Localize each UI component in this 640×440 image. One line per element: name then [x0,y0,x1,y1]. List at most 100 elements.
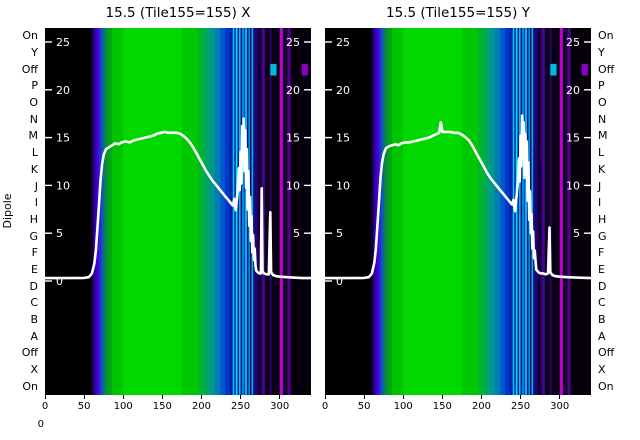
y-tick-label-right: 10 [566,179,580,192]
heatmap-stripe [517,28,520,395]
heatmap-stripe [381,28,385,395]
heatmap-stripe [253,28,256,395]
heatmap-stripe [251,28,254,395]
x-tick-label: 250 [231,401,251,412]
heatmap-stripe [271,28,281,395]
heatmap-stripe [242,28,245,395]
y-tick-label-left: 20 [336,84,350,97]
heatmap-stripes [45,28,311,395]
dipole-tick-label: L [598,146,605,160]
dipole-tick-label: D [598,279,607,293]
heatmap-stripe [264,28,270,395]
dipole-tick-label: P [598,79,605,93]
heatmap-stripe [287,28,292,395]
heatmap-stripe [90,28,94,395]
heatmap-stripe [232,28,235,395]
dipole-tick-label: E [31,262,38,276]
heatmap-stripe [229,28,234,395]
heatmap-stripe [282,28,288,395]
x-tick-label: 250 [511,401,531,412]
heatmap-stripe [522,28,525,395]
heatmap-stripe [98,28,102,395]
heatmap-stripe [549,28,553,395]
heatmap-stripe [537,28,543,395]
y-tick-label-left: 20 [56,84,70,97]
y-tick-labels: 25 20 15 10 5 0 25 20 15 10 5 [45,36,311,288]
heatmap-stripe [209,28,216,395]
heatmap-stripe [373,28,377,395]
corner-zero-label: 0 [37,419,44,430]
heatmap-stripe [519,28,521,395]
x-tick-label: 100 [113,401,133,412]
dipole-tick-label: K [30,162,38,176]
x-tick-mark [44,395,46,399]
dipole-tick-label: O [598,96,607,110]
dipole-tick-label: G [29,229,38,243]
heatmap-stripe [461,28,478,395]
heatmap-stripe [240,28,243,395]
x-tick-mark [122,395,124,399]
y-tick-label-right: 5 [573,227,580,240]
dipole-tick-label: I [34,196,38,210]
heatmap-stripe [214,28,221,395]
x-tick-mark [363,395,365,399]
y-tick-label-right: 15 [286,132,300,145]
y-tick-label-left: 5 [336,227,343,240]
dipole-tick-label: On [22,29,38,43]
dipole-tick-label: J [598,179,602,193]
dipole-tick-label: I [598,196,602,210]
heatmap-panel-x: 25 20 15 10 5 0 25 20 15 10 5 [45,28,311,395]
y-tick-label-left: 10 [336,179,350,192]
x-tick-label: 100 [393,401,413,412]
dipole-tick-label: Off [598,62,615,76]
dipole-tick-label: On [598,379,614,393]
off-row-mark [550,63,557,76]
dipole-tick-label: N [598,112,607,126]
heatmap-stripe [541,28,546,395]
heatmap-stripe [544,28,550,395]
heatmap-stripe [525,28,528,395]
response-curve [325,114,591,280]
x-tick-mark [480,395,482,399]
heatmap-stripe [325,28,371,395]
heatmap-stripe [290,28,311,395]
heatmap-stripe [483,28,490,395]
dipole-tick-label: K [598,162,606,176]
y-tick-label-right: 10 [286,179,300,192]
y-tick-label-right: 5 [293,227,300,240]
heatmap-stripe [378,28,382,395]
x-tick-mark [324,395,326,399]
x-tick-mark [161,395,163,399]
y-tick-label-left: 5 [56,227,63,240]
dipole-tick-label: X [598,363,606,376]
dipole-tick-label: O [29,96,38,110]
heatmap-stripe [104,28,108,395]
heatmap-stripe [197,28,205,395]
x-tick-label: 200 [471,401,492,412]
heatmap-stripe [45,28,91,395]
heatmap-stripe [384,28,388,395]
heatmap-stripe [477,28,485,395]
x-tick-label: 150 [152,401,172,412]
heatmap-canvas-x: 25 20 15 10 5 0 25 20 15 10 5 [45,28,311,395]
heatmap-stripe [203,28,210,395]
y-tick-label-right: 15 [566,132,580,145]
y-tick-label-left: 25 [56,36,70,49]
y-tick-label-right: 25 [286,36,300,49]
heatmap-stripe [403,28,463,395]
dipole-tick-label: X [30,363,38,376]
y-tick-label-left: 0 [336,275,343,288]
response-curve [45,117,311,280]
dipole-tick-label: On [598,29,614,43]
x-tick-mark [83,395,85,399]
heatmap-stripe [570,28,591,395]
panel-title-x: 15.5 (Tile155=155) X [105,5,251,21]
dipole-tick-label: F [598,246,605,260]
heatmap-stripes [325,28,591,395]
x-tick-label: 0 [321,401,329,412]
dipole-tick-label: D [29,279,38,293]
x-tick-label: 300 [550,401,570,412]
heatmap-stripe [237,28,240,395]
dipole-tick-label: On [22,379,38,393]
